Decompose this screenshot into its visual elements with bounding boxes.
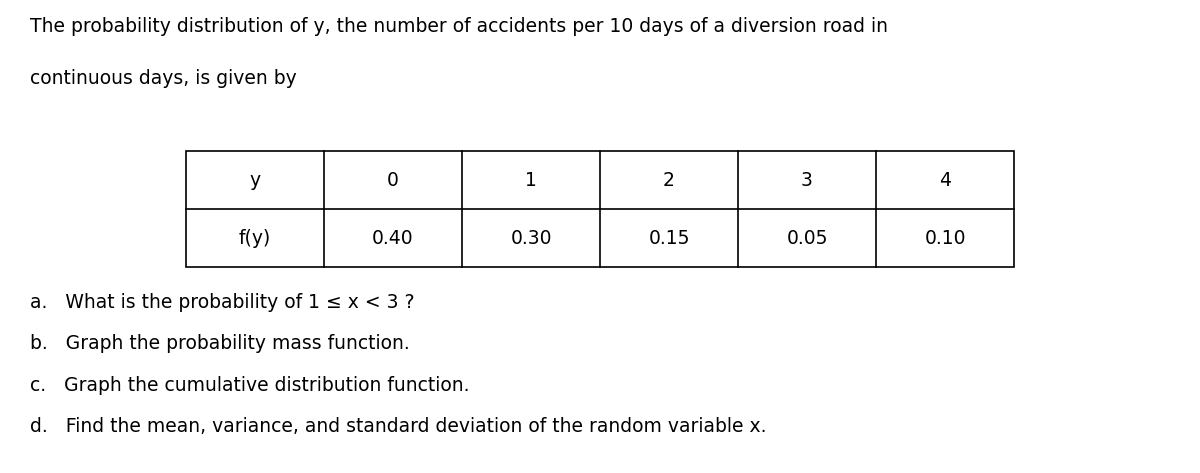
Text: continuous days, is given by: continuous days, is given by <box>30 69 296 88</box>
Text: c.   Graph the cumulative distribution function.: c. Graph the cumulative distribution fun… <box>30 376 469 394</box>
Text: 1: 1 <box>526 171 536 190</box>
Text: 0.30: 0.30 <box>510 229 552 248</box>
Text: 4: 4 <box>940 171 952 190</box>
Text: 0.15: 0.15 <box>648 229 690 248</box>
Text: 0: 0 <box>388 171 398 190</box>
Text: The probability distribution of y, the number of accidents per 10 days of a dive: The probability distribution of y, the n… <box>30 17 888 35</box>
Text: b.   Graph the probability mass function.: b. Graph the probability mass function. <box>30 334 409 353</box>
Text: d.   Find the mean, variance, and standard deviation of the random variable x.: d. Find the mean, variance, and standard… <box>30 417 767 436</box>
Text: f(y): f(y) <box>239 229 271 248</box>
Text: y: y <box>250 171 260 190</box>
Text: 0.05: 0.05 <box>786 229 828 248</box>
Text: 0.10: 0.10 <box>924 229 966 248</box>
Bar <box>186 151 1014 267</box>
Text: 0.40: 0.40 <box>372 229 414 248</box>
Text: 3: 3 <box>802 171 812 190</box>
Text: a.   What is the probability of 1 ≤ x < 3 ?: a. What is the probability of 1 ≤ x < 3 … <box>30 293 414 312</box>
Text: 2: 2 <box>664 171 674 190</box>
